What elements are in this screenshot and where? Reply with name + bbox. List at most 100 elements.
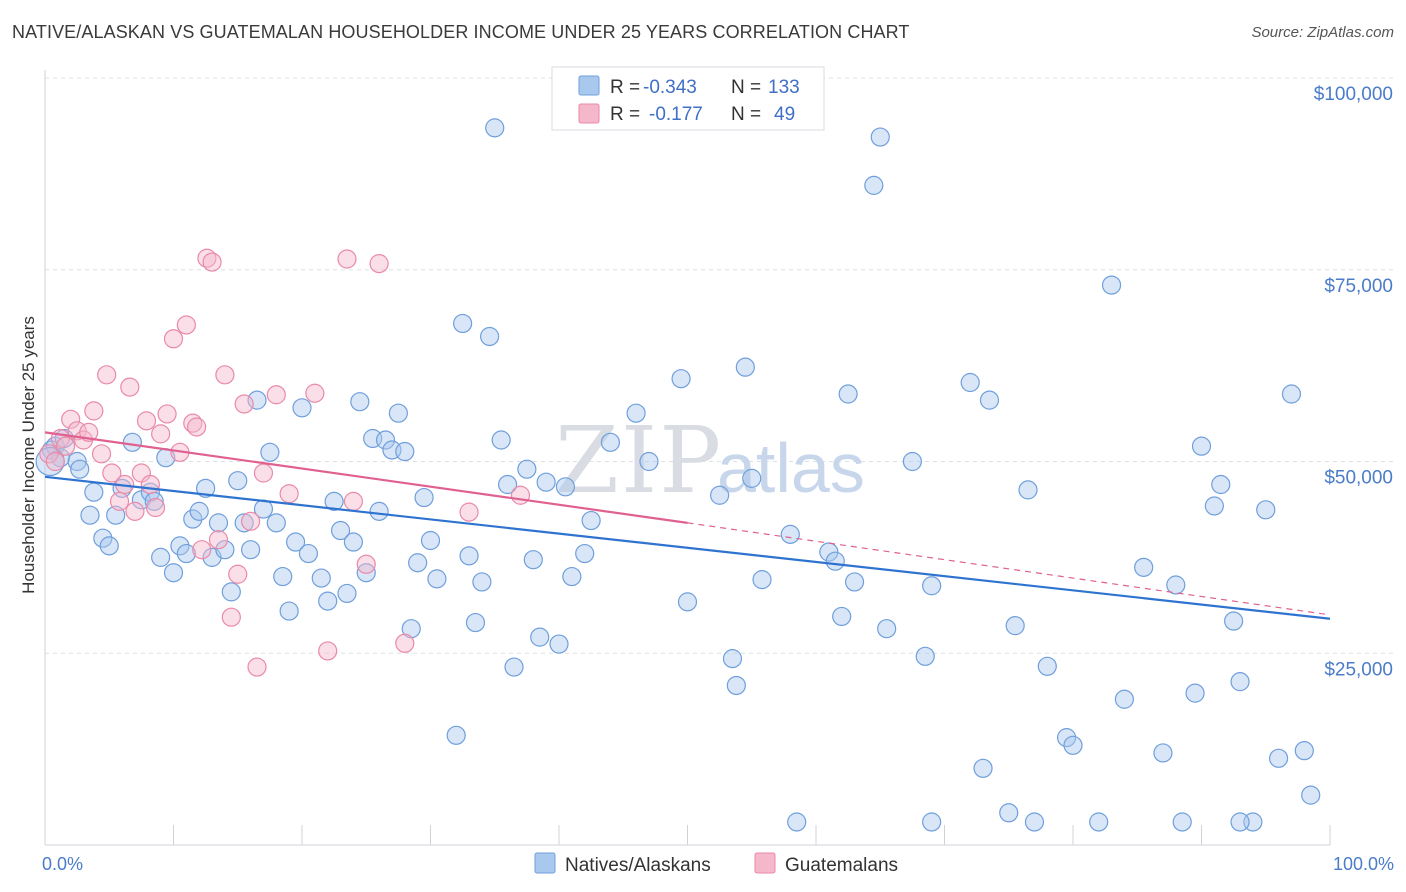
data-point: [639, 451, 659, 472]
data-point: [109, 491, 130, 511]
data-point: [311, 568, 331, 588]
data-point: [1101, 275, 1122, 295]
series-natives-alaskans: [35, 118, 1321, 832]
legend-swatch-blue: [578, 75, 600, 96]
data-point: [145, 497, 166, 518]
data-point: [414, 487, 434, 508]
data-point: [480, 326, 500, 347]
data-point: [215, 365, 235, 385]
data-point: [472, 572, 492, 592]
data-point: [80, 505, 100, 525]
data-point: [960, 372, 980, 393]
data-point: [1056, 728, 1077, 748]
data-point: [298, 543, 319, 564]
legend-n-label-blue: N =: [731, 77, 761, 98]
data-point: [324, 491, 344, 511]
data-point: [1063, 735, 1083, 755]
data-point: [677, 592, 698, 612]
data-point: [369, 254, 389, 274]
trend-line-guatemalans-extrapolated: [687, 522, 1331, 616]
data-point: [343, 532, 363, 552]
trend-line-guatemalans: [44, 431, 688, 524]
gridlines: [45, 77, 1394, 654]
y-tick-label: $50,000: [1324, 468, 1393, 489]
data-point: [67, 451, 87, 472]
data-point: [176, 543, 196, 564]
data-point: [1024, 812, 1045, 832]
data-point: [122, 432, 142, 452]
watermark-zip: ZIP: [555, 407, 723, 514]
data-point: [1166, 575, 1186, 595]
data-point: [99, 536, 119, 556]
data-point: [208, 530, 229, 550]
data-point: [192, 540, 212, 560]
data-point: [999, 803, 1019, 823]
data-point: [39, 444, 59, 464]
data-point: [752, 570, 772, 590]
data-point: [1256, 500, 1276, 520]
data-point: [285, 532, 306, 552]
data-point: [221, 582, 241, 602]
data-point: [337, 583, 357, 604]
data-point: [197, 248, 217, 268]
data-point: [221, 607, 241, 627]
data-point: [208, 513, 229, 533]
data-point: [170, 536, 190, 556]
legend-swatch-pink: [578, 103, 600, 124]
data-point: [375, 430, 396, 450]
data-point: [337, 249, 357, 269]
data-point: [228, 471, 248, 491]
y-axis-label: Householder Income Under 25 years: [19, 316, 38, 594]
data-point: [1134, 557, 1154, 577]
data-point: [163, 329, 184, 349]
data-point: [151, 547, 171, 567]
data-point: [1204, 496, 1224, 516]
data-point: [241, 540, 261, 560]
data-point: [120, 377, 140, 397]
series-guatemalans: [39, 248, 531, 677]
data-point: [408, 553, 428, 573]
data-point: [1211, 474, 1231, 495]
data-point: [626, 403, 646, 423]
data-point: [1294, 741, 1314, 761]
data-point: [575, 543, 595, 564]
data-point: [202, 252, 222, 272]
data-point: [902, 451, 922, 472]
series-legend-swatch-blue: [534, 852, 556, 874]
data-point: [510, 485, 531, 505]
data-point: [555, 477, 576, 497]
data-point: [735, 357, 755, 377]
data-point: [832, 606, 852, 627]
data-point: [498, 474, 518, 495]
data-point: [125, 501, 145, 521]
data-point: [61, 409, 81, 429]
data-point: [710, 485, 730, 505]
data-point: [279, 601, 299, 621]
data-point: [318, 641, 338, 661]
data-point: [102, 463, 122, 483]
data-point: [183, 413, 203, 433]
x-tick-label-max: 100.0%: [1333, 854, 1394, 874]
data-point: [292, 398, 312, 418]
x-tick-label-min: 0.0%: [42, 854, 83, 874]
data-point: [1268, 748, 1289, 768]
data-point: [1005, 616, 1025, 636]
legend-r-label-blue: R =: [610, 77, 640, 98]
data-point: [247, 657, 267, 677]
data-point: [388, 403, 408, 423]
stats-legend: R = -0.343 N = 133 R = -0.177 N = 49: [551, 66, 825, 131]
chart-title: NATIVE/ALASKAN VS GUATEMALAN HOUSEHOLDER…: [12, 22, 910, 42]
data-point: [163, 563, 184, 583]
data-point: [93, 528, 113, 548]
legend-r-value-pink: -0.177: [649, 104, 703, 125]
data-point: [369, 501, 389, 521]
data-point: [549, 634, 569, 654]
data-point: [459, 502, 479, 522]
data-point: [395, 441, 415, 462]
data-point: [562, 566, 582, 587]
data-point: [55, 436, 76, 456]
series-legend-swatch-pink: [754, 852, 776, 874]
data-point: [453, 313, 473, 334]
data-point: [915, 646, 935, 666]
